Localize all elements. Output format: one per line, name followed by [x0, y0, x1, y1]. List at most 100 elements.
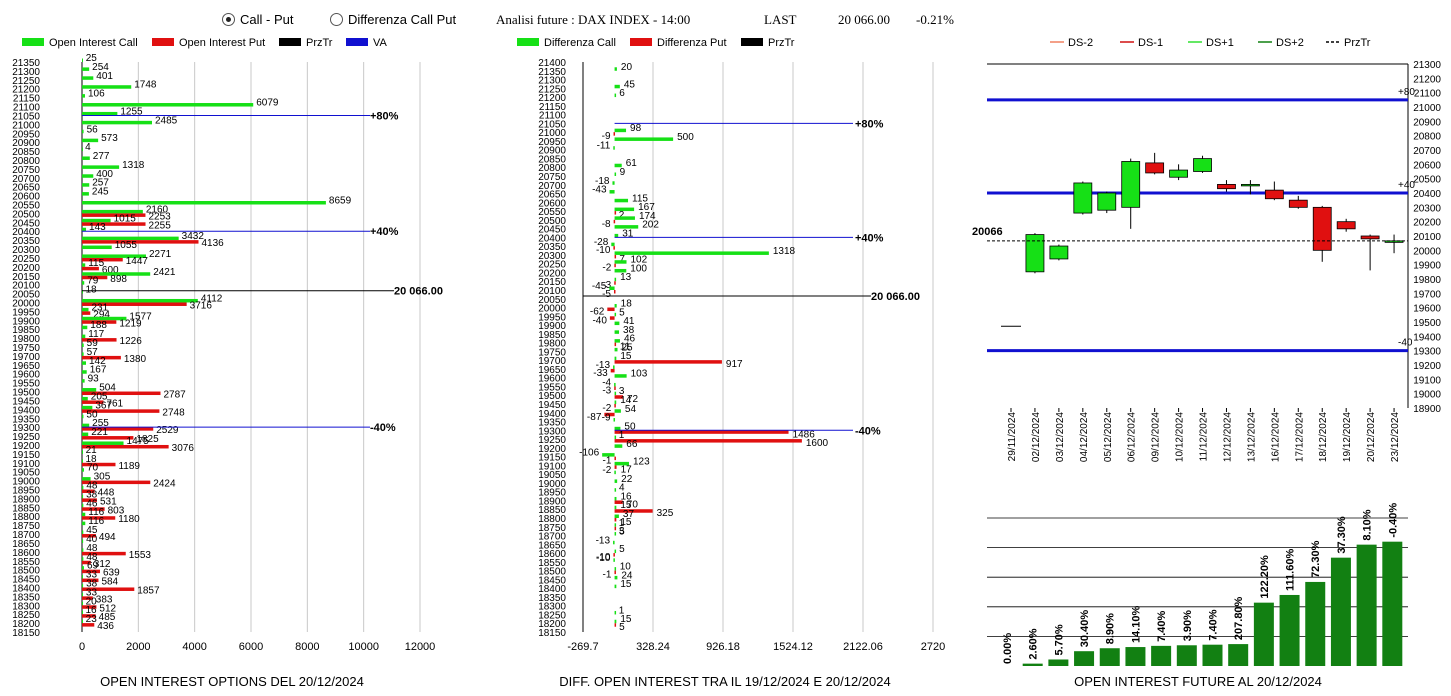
oi-bar: [1279, 594, 1300, 666]
y-tick-label: 20350: [12, 236, 40, 247]
call-bar: [82, 307, 89, 312]
put-value-label: 2529: [156, 425, 179, 436]
y-tick-label: 20700: [538, 181, 566, 192]
diff-put-label: 72: [627, 394, 639, 405]
diff-call-label: 24: [621, 570, 633, 581]
put-bar: [82, 534, 96, 538]
call-bar: [82, 183, 90, 187]
x-tick-label: 6000: [239, 641, 263, 653]
call-value-label: 401: [96, 71, 113, 82]
oi-pct-label: -0.40%: [1387, 503, 1399, 538]
y-tick-label: 19500: [12, 388, 40, 399]
diff-call-bar: [614, 400, 617, 404]
diff-call-bar: [613, 558, 615, 562]
x-tick-label: 328.24: [636, 641, 670, 653]
call-value-label: 4112: [201, 293, 223, 304]
oi-options-chart: Open Interest Call Open Interest Put PrzTr…: [12, 37, 443, 689]
diff-call-label: -13: [596, 535, 611, 546]
diff-call-bar: [614, 496, 617, 501]
call-bar: [82, 325, 88, 330]
y-tick-label: 19150: [12, 450, 40, 461]
put-bar: [82, 489, 95, 493]
last-price-label: 20066: [972, 226, 1003, 238]
call-bar: [82, 468, 84, 472]
y-tick-label: 20400: [1413, 189, 1441, 200]
x-tick-label: 06/12/2024: [1127, 412, 1138, 462]
diff-call-label: -9: [602, 413, 611, 424]
y-tick-label: 19650: [538, 365, 566, 376]
radio-call-put[interactable]: Call - Put: [222, 12, 293, 27]
diff-put-label: -1: [603, 570, 612, 581]
put-bar: [82, 427, 154, 431]
y-tick-label: 19500: [1413, 318, 1441, 329]
y-tick-label: 19400: [1413, 332, 1441, 343]
call-bar: [82, 539, 84, 543]
x-tick-label: 0: [79, 641, 85, 653]
y-tick-label: 21300: [12, 67, 40, 78]
put-bar: [82, 266, 99, 271]
call-bar: [82, 76, 94, 80]
diff-call-label: 25: [622, 342, 634, 353]
diff-call-bar: [614, 233, 619, 238]
put-bar: [82, 275, 108, 280]
put-value-label: 1447: [126, 256, 149, 267]
call-bar: [82, 298, 198, 303]
y-tick-label: 19200: [12, 441, 40, 452]
diff-call-label: 102: [631, 255, 648, 266]
call-value-label: 2271: [149, 249, 172, 260]
diff-call-label: 20: [621, 62, 633, 73]
diff-put-label: -2: [602, 263, 611, 274]
x-tick-label: 18/12/2024: [1318, 412, 1329, 462]
put-bar: [82, 587, 135, 591]
call-value-label: 33: [86, 587, 98, 598]
y-tick-label: 21050: [12, 111, 40, 122]
diff-call-label: 1: [619, 430, 625, 441]
y-tick-label: 18250: [12, 610, 40, 621]
y-tick-label: 20950: [12, 129, 40, 140]
diff-call-label: 1: [619, 518, 625, 529]
call-value-label: 257: [92, 178, 109, 189]
oi-pct-label: 7.40%: [1156, 610, 1168, 641]
diff-call-label: 66: [626, 439, 638, 450]
chart-title: OPEN INTEREST FUTURE AL 20/12/2024: [1074, 674, 1322, 689]
y-tick-label: 21200: [12, 85, 40, 96]
x-tick-label: 2720: [921, 641, 945, 653]
diff-put-label: -87: [587, 412, 602, 423]
diff-put-bar: [614, 281, 616, 285]
call-value-label: 6079: [256, 98, 279, 109]
y-tick-label: 18800: [12, 512, 40, 523]
diff-put-label: 1486: [793, 429, 816, 440]
y-tick-label: 20900: [1413, 117, 1441, 128]
radio-differenza[interactable]: Differenza Call Put: [330, 12, 456, 27]
diff-put-bar: [614, 439, 802, 443]
call-value-label: 57: [87, 347, 99, 358]
y-tick-label: 19100: [12, 459, 40, 470]
diff-call-label: 45: [624, 79, 636, 90]
legend-swatch: [279, 38, 301, 46]
diff-call-label: 3: [619, 386, 625, 397]
candle-body: [1025, 234, 1045, 273]
oi-pct-label: 37.30%: [1336, 516, 1348, 554]
put-bar: [82, 444, 169, 449]
diff-put-bar: [614, 386, 616, 390]
put-value-label: 1189: [118, 461, 140, 472]
y-tick-label: 20400: [12, 227, 40, 238]
call-bar: [82, 254, 146, 258]
y-tick-label: 21250: [538, 84, 566, 95]
call-value-label: 221: [91, 427, 108, 438]
call-value-label: 367: [95, 400, 112, 411]
y-tick-label: 20950: [538, 137, 566, 148]
y-tick-label: 21000: [538, 128, 566, 139]
legend-label: Differenza Put: [657, 37, 727, 49]
call-value-label: 2485: [155, 115, 178, 126]
legend-swatch: [517, 38, 539, 46]
diff-put-label: 917: [726, 359, 743, 370]
call-value-label: 1577: [129, 311, 152, 322]
call-value-label: 79: [87, 276, 99, 287]
diff-put-label: 2: [619, 210, 625, 221]
y-tick-label: 18950: [12, 486, 40, 497]
y-tick-label: 19300: [538, 426, 566, 437]
diff-call-bar: [614, 435, 617, 440]
y-tick-label: 19000: [538, 479, 566, 490]
diff-put-label: -33: [593, 368, 608, 379]
